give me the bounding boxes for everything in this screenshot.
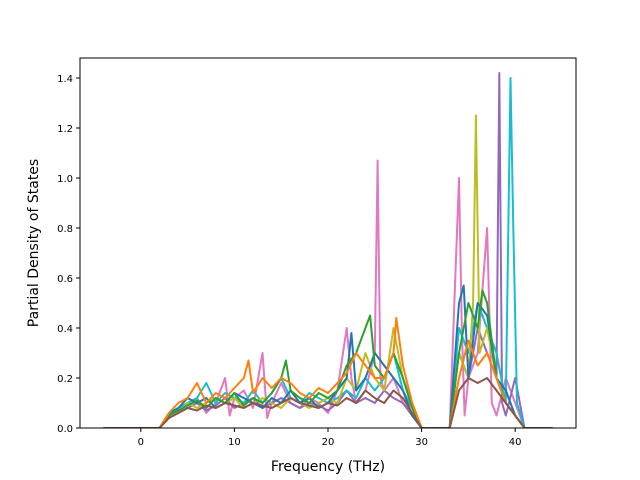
y-tick-label: 1.2 (57, 124, 73, 135)
x-axis-label: Frequency (THz) (271, 459, 385, 475)
x-tick-label: 20 (322, 437, 335, 448)
x-axis: 0 10 20 30 40 (138, 428, 522, 448)
series-layer (103, 72, 553, 428)
y-tick-label: 1.0 (57, 174, 73, 185)
y-tick-label: 0.0 (57, 424, 73, 435)
series-line-4 (103, 284, 553, 428)
y-tick-label: 0.2 (57, 374, 73, 385)
y-tick-label: 0.4 (57, 324, 73, 335)
x-tick-label: 0 (138, 437, 144, 448)
x-tick-label: 40 (509, 437, 522, 448)
y-tick-label: 0.6 (57, 274, 73, 285)
series-line-6 (103, 317, 553, 428)
series-line-7 (103, 377, 553, 428)
y-tick-label: 0.8 (57, 224, 73, 235)
y-axis: 0.0 0.2 0.4 0.6 0.8 1.0 1.2 1.4 (57, 74, 80, 435)
y-axis-label: Partial Density of States (26, 159, 42, 327)
series-line-5 (103, 289, 553, 428)
x-tick-label: 30 (415, 437, 428, 448)
y-tick-label: 1.4 (57, 74, 73, 85)
x-tick-label: 10 (228, 437, 241, 448)
